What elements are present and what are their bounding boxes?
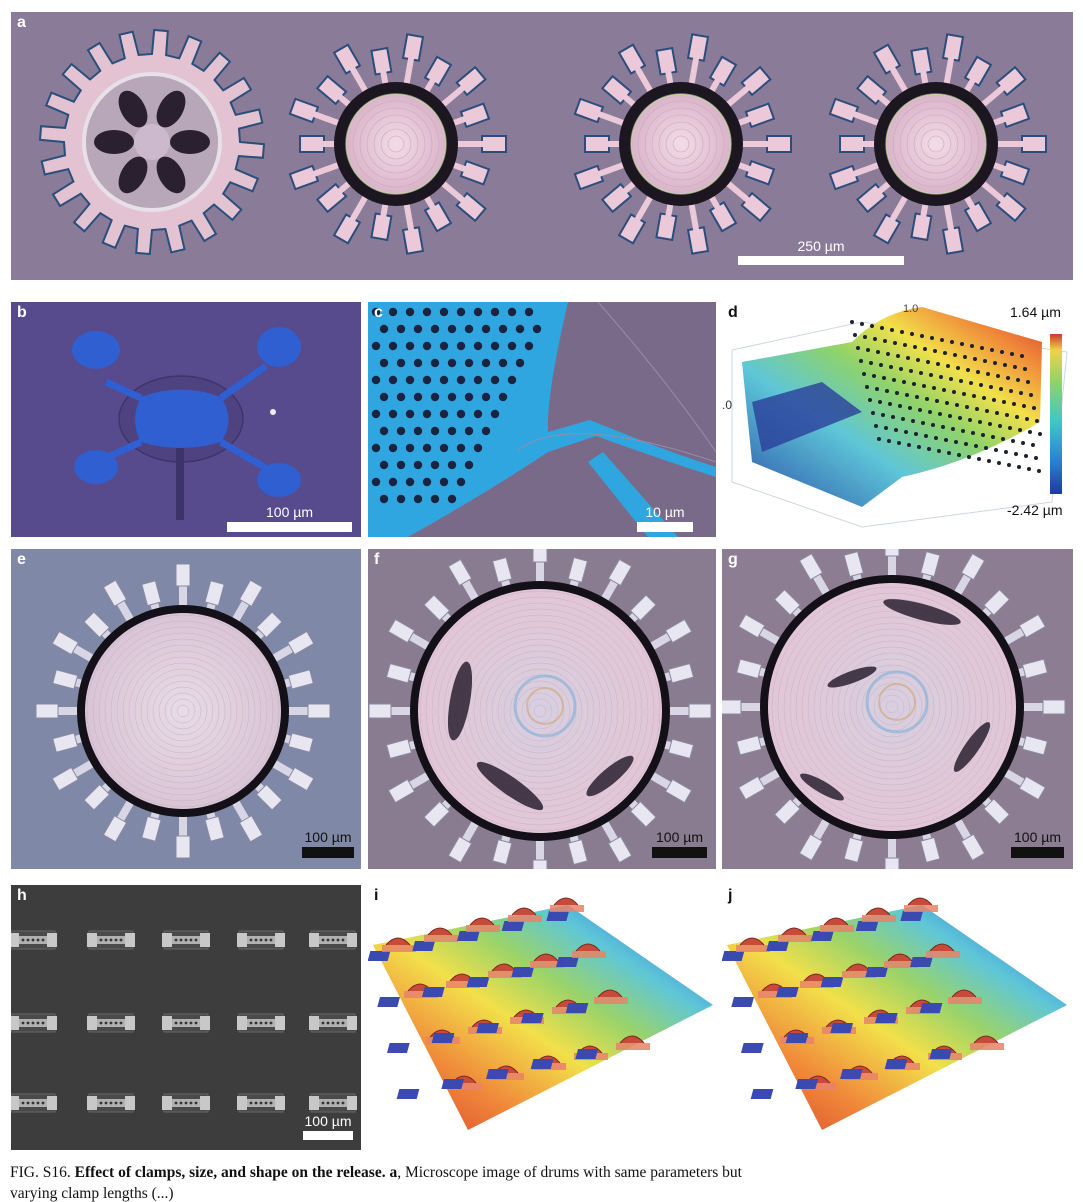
figure-caption: FIG. S16. Effect of clamps, size, and sh…: [10, 1162, 1075, 1202]
height-map-3d: [731, 307, 1068, 528]
scale-bar-e-label: 100 µm: [304, 829, 352, 845]
scale-bar-f-label: 100 µm: [656, 829, 703, 845]
scale-bar-h-label: 100 µm: [304, 1113, 352, 1129]
panel-label-h: h: [17, 887, 27, 904]
scale-bar-a-label: 250 µm: [797, 238, 845, 254]
scale-bar-a: 250 µm: [738, 238, 904, 265]
sem-clamp-image: [72, 327, 301, 520]
caption-prefix: FIG. S16.: [10, 1164, 71, 1181]
scale-bar-c-label: 10 µm: [645, 504, 685, 520]
colorbar-max-label: 1.64 µm: [1010, 304, 1061, 320]
tick-left: .0: [722, 398, 733, 412]
drum-image-f: [368, 549, 712, 869]
height-map-beams-i: [368, 897, 713, 1130]
panel-label-j: j: [728, 887, 733, 904]
panel-c: c 10 µm: [368, 302, 716, 537]
panel-j: j: [722, 885, 1073, 1150]
drum-array-image: [38, 28, 1047, 256]
panel-b: b 100 µm: [11, 302, 361, 537]
panel-a: a 250 µm: [11, 12, 1073, 280]
panel-label-d: d: [728, 304, 738, 321]
scale-bar-b-label: 100 µm: [266, 504, 313, 520]
panel-label-b: b: [17, 304, 27, 321]
scale-bar-c: 10 µm: [637, 504, 693, 532]
panel-d: d .0 1.0 1.64 µm -2.42 µm: [722, 302, 1073, 537]
caption-title: Effect of clamps, size, and shape on the…: [74, 1164, 386, 1181]
panel-f: f 100 µm: [368, 549, 716, 869]
beam-array-image: [11, 930, 357, 1113]
panel-h: h 100 µm: [11, 885, 361, 1150]
panel-label-i: i: [374, 887, 379, 904]
drum-image-e: [35, 563, 331, 859]
caption-line2: varying clamp lengths (...): [10, 1185, 174, 1202]
sem-hole-pattern-image: [368, 302, 716, 537]
caption-text: , Microscope image of drums with same pa…: [397, 1164, 742, 1181]
scale-bar-h: 100 µm: [303, 1113, 353, 1140]
tick-top: 1.0: [903, 303, 919, 315]
scale-bar-b: 100 µm: [227, 504, 352, 532]
scale-bar-g: 100 µm: [1011, 829, 1064, 858]
scale-bar-g-label: 100 µm: [1014, 829, 1061, 845]
panel-g: g 100 µm: [722, 549, 1073, 869]
panel-label-e: e: [17, 551, 26, 568]
panel-label-a: a: [17, 14, 26, 31]
scale-bar-f: 100 µm: [652, 829, 707, 858]
drum-image-g: [722, 549, 1066, 869]
height-map-beams-j: [722, 897, 1067, 1130]
panel-label-c: c: [374, 304, 383, 321]
panel-label-g: g: [728, 551, 738, 568]
scale-bar-e: 100 µm: [302, 829, 354, 858]
colorbar-min-label: -2.42 µm: [1007, 502, 1063, 518]
caption-panel: a: [389, 1164, 398, 1181]
panel-label-f: f: [374, 551, 380, 568]
panel-e: e 100 µm: [11, 549, 361, 869]
panel-i: i: [368, 885, 716, 1150]
